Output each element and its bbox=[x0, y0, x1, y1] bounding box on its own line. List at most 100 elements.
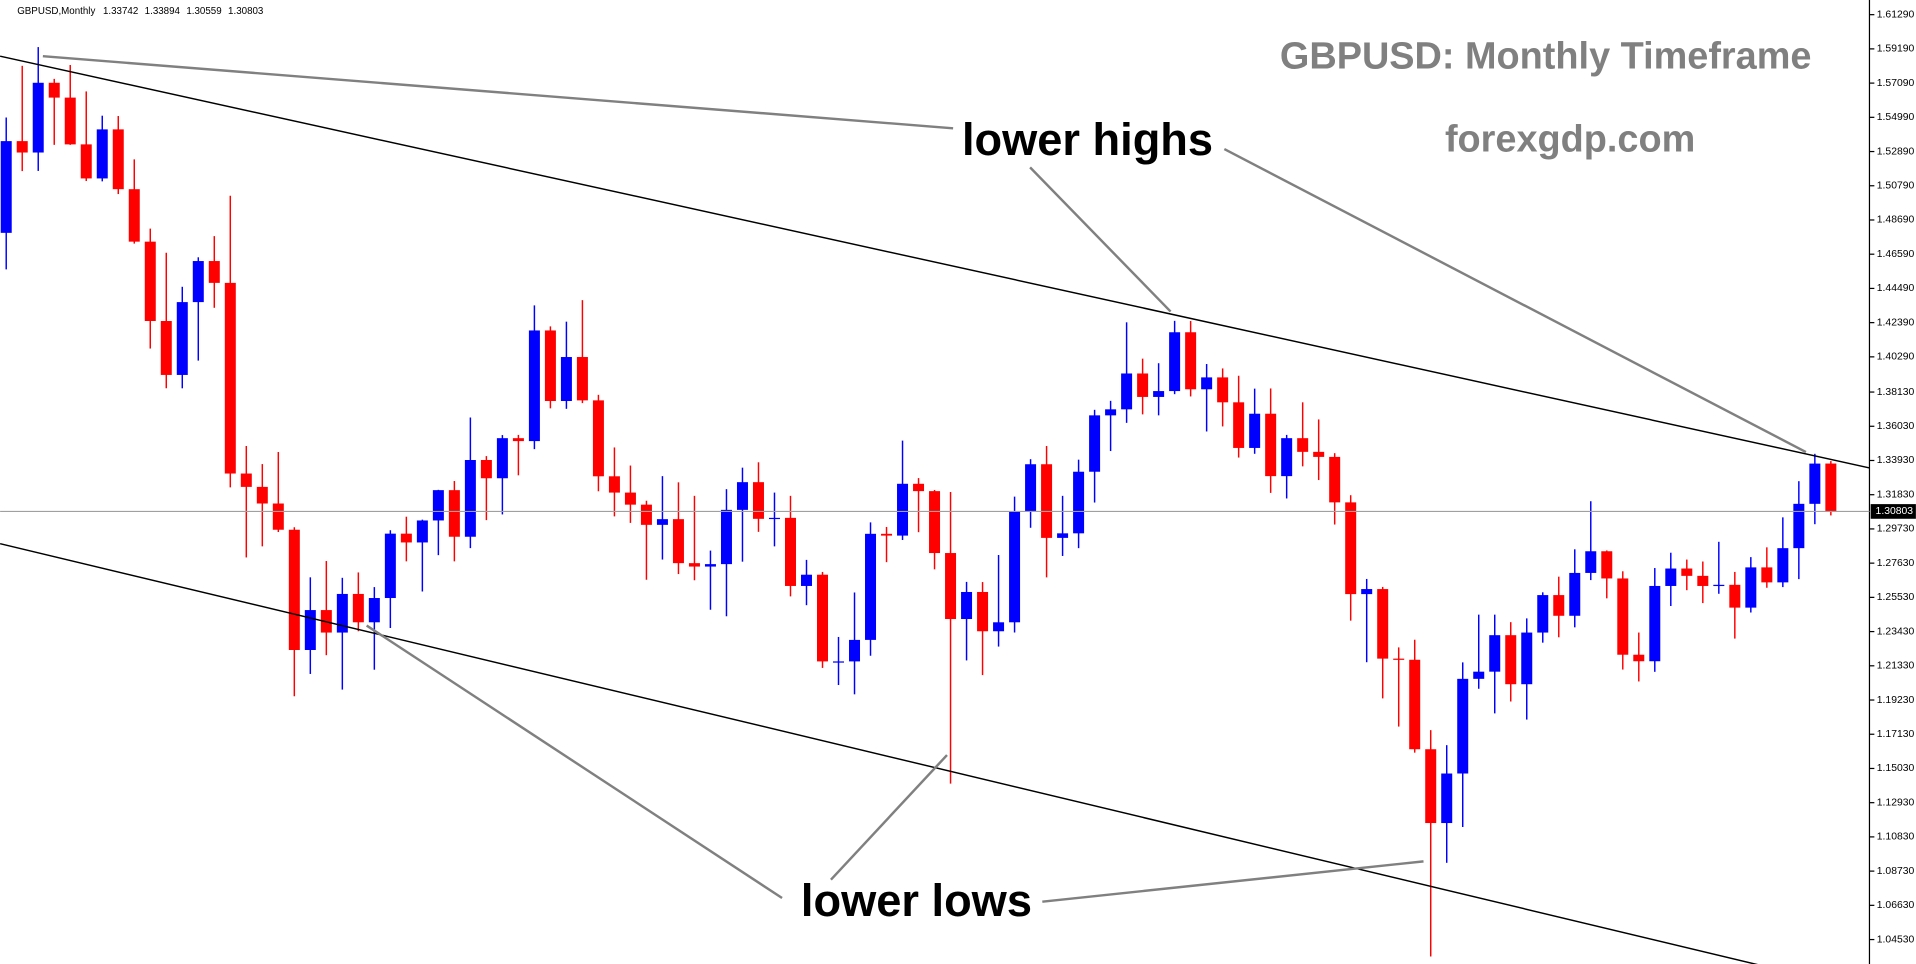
y-tick-label: 1.36030 bbox=[1877, 421, 1915, 432]
y-tick-label: 1.06630 bbox=[1877, 900, 1915, 911]
candle-body bbox=[1185, 332, 1197, 390]
candle-body bbox=[1569, 572, 1581, 616]
candle-body bbox=[833, 661, 845, 663]
y-tick-label: 1.54990 bbox=[1877, 112, 1915, 123]
y-tick-label: 1.44490 bbox=[1877, 283, 1915, 294]
candle-body bbox=[1073, 471, 1085, 534]
header-low: 1.30559 bbox=[186, 6, 221, 17]
y-tick-label: 1.08730 bbox=[1877, 866, 1915, 877]
pointer bbox=[830, 754, 948, 881]
candle-body bbox=[1633, 654, 1645, 662]
candle-body bbox=[256, 486, 268, 504]
candle-body bbox=[480, 460, 492, 479]
candle-body bbox=[672, 519, 684, 564]
candle-body bbox=[945, 553, 957, 620]
candle-body bbox=[384, 533, 396, 599]
candle-body bbox=[1521, 632, 1533, 685]
candle-body bbox=[0, 141, 12, 233]
candle-body bbox=[592, 400, 604, 477]
candle-body bbox=[1649, 585, 1661, 662]
y-tick-label: 1.61290 bbox=[1877, 9, 1915, 20]
y-tick-label: 1.12930 bbox=[1877, 797, 1915, 808]
candle-body bbox=[1281, 438, 1293, 477]
candle-body bbox=[1825, 463, 1837, 512]
candle-body bbox=[897, 483, 909, 536]
candle-body bbox=[784, 517, 796, 586]
candle-body bbox=[640, 504, 652, 525]
candle-body bbox=[688, 563, 700, 567]
candle-body bbox=[416, 520, 428, 543]
upper-trend-line bbox=[0, 55, 1870, 469]
candle-body bbox=[1761, 567, 1773, 583]
pointer bbox=[365, 624, 783, 900]
y-tick-label: 1.40290 bbox=[1877, 352, 1915, 363]
candle-body bbox=[1553, 595, 1565, 616]
lower-trend-line bbox=[0, 542, 1759, 964]
candle-body bbox=[1473, 671, 1485, 679]
candle-body bbox=[512, 438, 524, 442]
candle-body bbox=[560, 357, 572, 402]
candle-body bbox=[1361, 589, 1373, 595]
candle-body bbox=[96, 129, 108, 179]
y-tick-label: 1.46590 bbox=[1877, 249, 1915, 260]
candle-body bbox=[32, 82, 44, 153]
candle-body bbox=[1217, 377, 1229, 403]
candle-body bbox=[1425, 749, 1437, 824]
candle-body bbox=[993, 622, 1005, 632]
candle-body bbox=[1041, 464, 1053, 538]
y-tick-label: 1.15030 bbox=[1877, 763, 1915, 774]
candle-body bbox=[817, 574, 829, 662]
candle-body bbox=[528, 330, 540, 442]
pointer bbox=[1042, 860, 1424, 903]
candle-body bbox=[1201, 377, 1213, 390]
candle-body bbox=[368, 598, 380, 623]
candle-body bbox=[1601, 551, 1613, 579]
y-tick-label: 1.33930 bbox=[1877, 455, 1915, 466]
candle-body bbox=[192, 261, 204, 303]
y-tick-label: 1.27630 bbox=[1877, 558, 1915, 569]
candle-body bbox=[1505, 635, 1517, 685]
candle-body bbox=[1489, 635, 1501, 672]
y-tick-label: 1.17130 bbox=[1877, 729, 1915, 740]
candle-body bbox=[1809, 463, 1821, 504]
candle-body bbox=[288, 529, 300, 650]
symbol-header: GBPUSD,Monthly 1.33742 1.33894 1.30559 1… bbox=[17, 6, 263, 17]
candle-body bbox=[144, 241, 156, 322]
y-tick-label: 1.38130 bbox=[1877, 387, 1915, 398]
candle-body bbox=[1537, 595, 1549, 633]
price-label-box bbox=[1870, 504, 1916, 519]
header-high: 1.33894 bbox=[145, 6, 181, 17]
candle-body bbox=[112, 129, 124, 190]
candle-body bbox=[624, 492, 636, 505]
candle-body bbox=[849, 639, 861, 662]
candle-body bbox=[1585, 551, 1597, 573]
chart-title: GBPUSD: Monthly Timeframe bbox=[1280, 36, 1812, 78]
annotation: lower highs bbox=[962, 114, 1213, 165]
y-tick-label: 1.57090 bbox=[1877, 78, 1915, 89]
candle-body bbox=[336, 593, 348, 633]
candle-body bbox=[1089, 415, 1101, 472]
candle-body bbox=[1265, 413, 1277, 477]
y-tick-label: 1.25530 bbox=[1877, 592, 1915, 603]
y-tick-label: 1.04530 bbox=[1877, 934, 1915, 945]
candle-body bbox=[208, 261, 220, 283]
candle-body bbox=[1121, 373, 1133, 410]
y-tick-label: 1.42390 bbox=[1877, 317, 1915, 328]
candle-body bbox=[544, 330, 556, 402]
candle-body bbox=[1377, 589, 1389, 659]
candle-body bbox=[16, 141, 28, 153]
candle-body bbox=[1697, 575, 1709, 586]
pointer bbox=[1223, 147, 1807, 454]
pointer bbox=[1029, 166, 1172, 313]
candle-body bbox=[913, 483, 925, 492]
y-tick-label: 1.23430 bbox=[1877, 626, 1915, 637]
chart-subtitle: forexgdp.com bbox=[1445, 119, 1695, 161]
candle-body bbox=[1105, 409, 1117, 416]
candle-body bbox=[240, 473, 252, 487]
candle-body bbox=[1169, 332, 1181, 392]
candle-body bbox=[48, 82, 60, 98]
candle-body bbox=[736, 482, 748, 510]
candle-body bbox=[977, 591, 989, 632]
candle-body bbox=[768, 517, 780, 520]
